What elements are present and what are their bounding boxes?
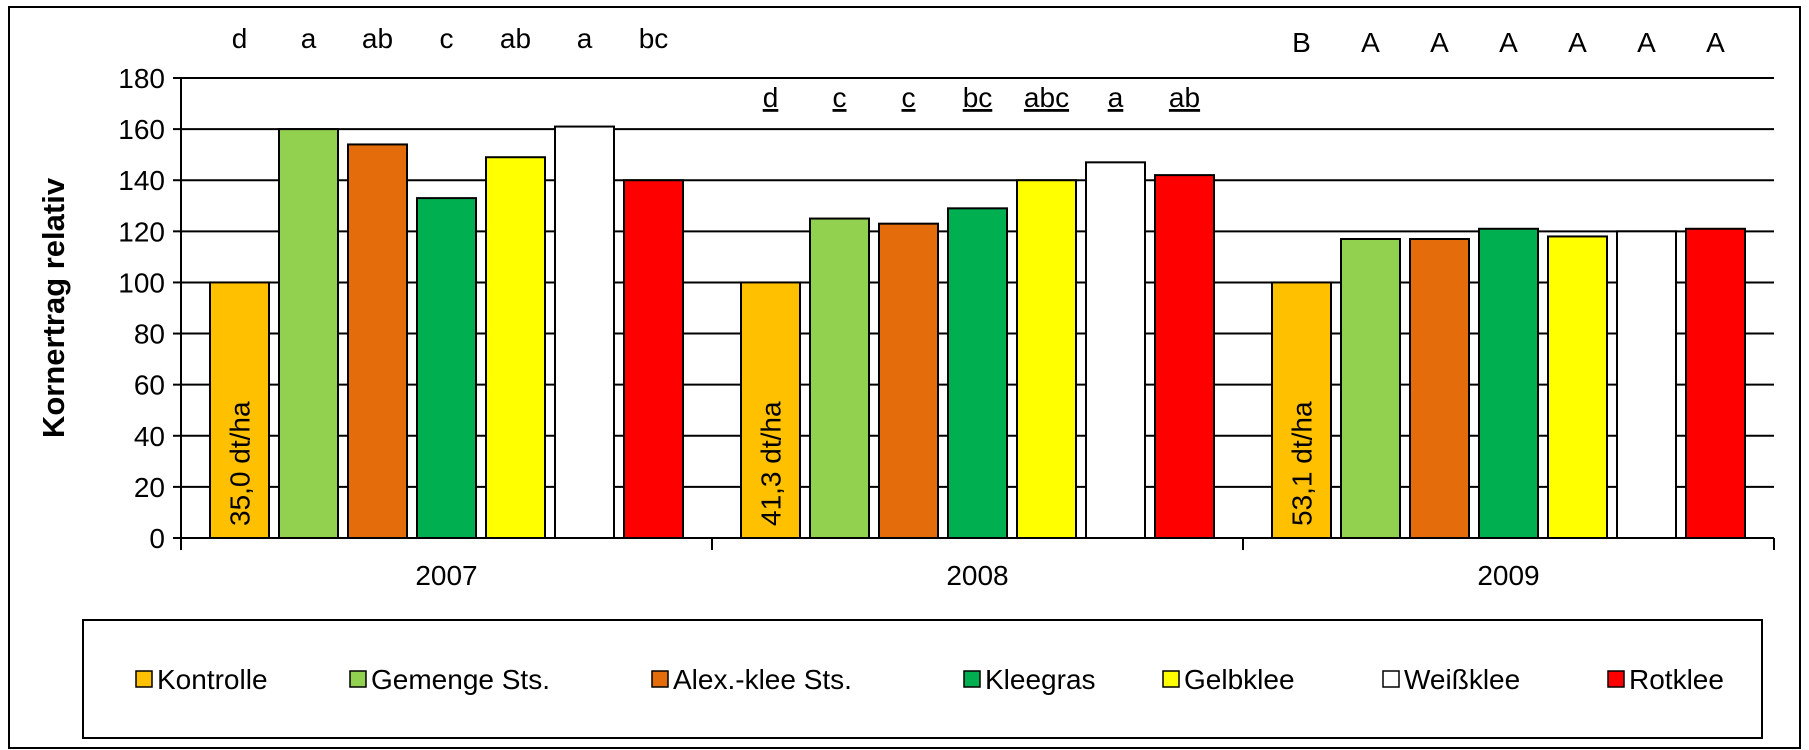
- bar: [554, 125, 615, 540]
- significance-letter: A: [1499, 27, 1518, 58]
- bar: [347, 143, 408, 539]
- bar: [740, 281, 801, 540]
- legend-swatch: [1162, 670, 1180, 688]
- x-tick-label: 2009: [1477, 560, 1539, 591]
- bar: [1409, 238, 1470, 539]
- y-tick-label: 40: [134, 421, 165, 452]
- significance-letter: bc: [639, 23, 669, 54]
- bar: [1340, 238, 1401, 539]
- bar: [1478, 227, 1539, 539]
- significance-letter: d: [763, 82, 779, 113]
- legend-label: Weißklee: [1404, 664, 1520, 695]
- significance-letter: bc: [963, 82, 993, 113]
- bar: [1685, 227, 1746, 539]
- legend-label: Kleegras: [985, 664, 1096, 695]
- bar: [623, 179, 684, 539]
- bar: [1085, 161, 1146, 539]
- y-tick-label: 120: [118, 216, 165, 247]
- significance-letter: c: [833, 82, 847, 113]
- significance-letter: B: [1292, 27, 1311, 58]
- significance-letter: ab: [500, 23, 531, 54]
- legend-swatch: [135, 670, 153, 688]
- x-tick-label: 2008: [946, 560, 1008, 591]
- significance-letter: A: [1706, 27, 1725, 58]
- legend-swatch: [651, 670, 669, 688]
- x-tick-label: 2007: [415, 560, 477, 591]
- bar: [209, 281, 270, 540]
- y-tick-label: 100: [118, 267, 165, 298]
- y-tick-label: 0: [149, 523, 165, 554]
- y-tick-label: 180: [118, 63, 165, 94]
- bar: [485, 156, 546, 539]
- legend-label: Rotklee: [1629, 664, 1724, 695]
- y-tick-label: 20: [134, 472, 165, 503]
- significance-letter: c: [902, 82, 916, 113]
- significance-letter: A: [1637, 27, 1656, 58]
- bar: [1616, 230, 1677, 539]
- legend-label: Kontrolle: [157, 664, 268, 695]
- legend-swatch: [1382, 670, 1400, 688]
- bar: [1271, 281, 1332, 540]
- significance-letter: A: [1430, 27, 1449, 58]
- y-tick-label: 60: [134, 370, 165, 401]
- legend-swatch: [349, 670, 367, 688]
- y-axis-label: Kornertrag relativ: [36, 177, 71, 438]
- legend-swatch: [1607, 670, 1625, 688]
- bar: [416, 197, 477, 539]
- bar-text: 35,0 dt/ha: [225, 401, 256, 526]
- bar: [278, 128, 339, 539]
- legend-label: Gemenge Sts.: [371, 664, 550, 695]
- significance-letter: a: [577, 23, 593, 54]
- bar: [947, 207, 1008, 539]
- bar: [1547, 235, 1608, 539]
- significance-letter: a: [1108, 82, 1124, 113]
- significance-letter: abc: [1024, 82, 1069, 113]
- legend-swatch: [963, 670, 981, 688]
- significance-letter: A: [1568, 27, 1587, 58]
- legend-label: Gelbklee: [1184, 664, 1295, 695]
- bar: [878, 222, 939, 540]
- y-tick-label: 140: [118, 165, 165, 196]
- bar: [1154, 174, 1215, 539]
- significance-letter: d: [232, 23, 248, 54]
- bar: [1016, 179, 1077, 539]
- y-tick-label: 160: [118, 114, 165, 145]
- significance-letter: ab: [1169, 82, 1200, 113]
- bar-text: 41,3 dt/ha: [756, 401, 787, 526]
- significance-letter: A: [1361, 27, 1380, 58]
- significance-letter: c: [440, 23, 454, 54]
- y-tick-label: 80: [134, 319, 165, 350]
- legend-label: Alex.-klee Sts.: [673, 664, 852, 695]
- bar-text: 53,1 dt/ha: [1287, 401, 1318, 526]
- significance-letter: ab: [362, 23, 393, 54]
- significance-letter: a: [301, 23, 317, 54]
- bar: [809, 217, 870, 540]
